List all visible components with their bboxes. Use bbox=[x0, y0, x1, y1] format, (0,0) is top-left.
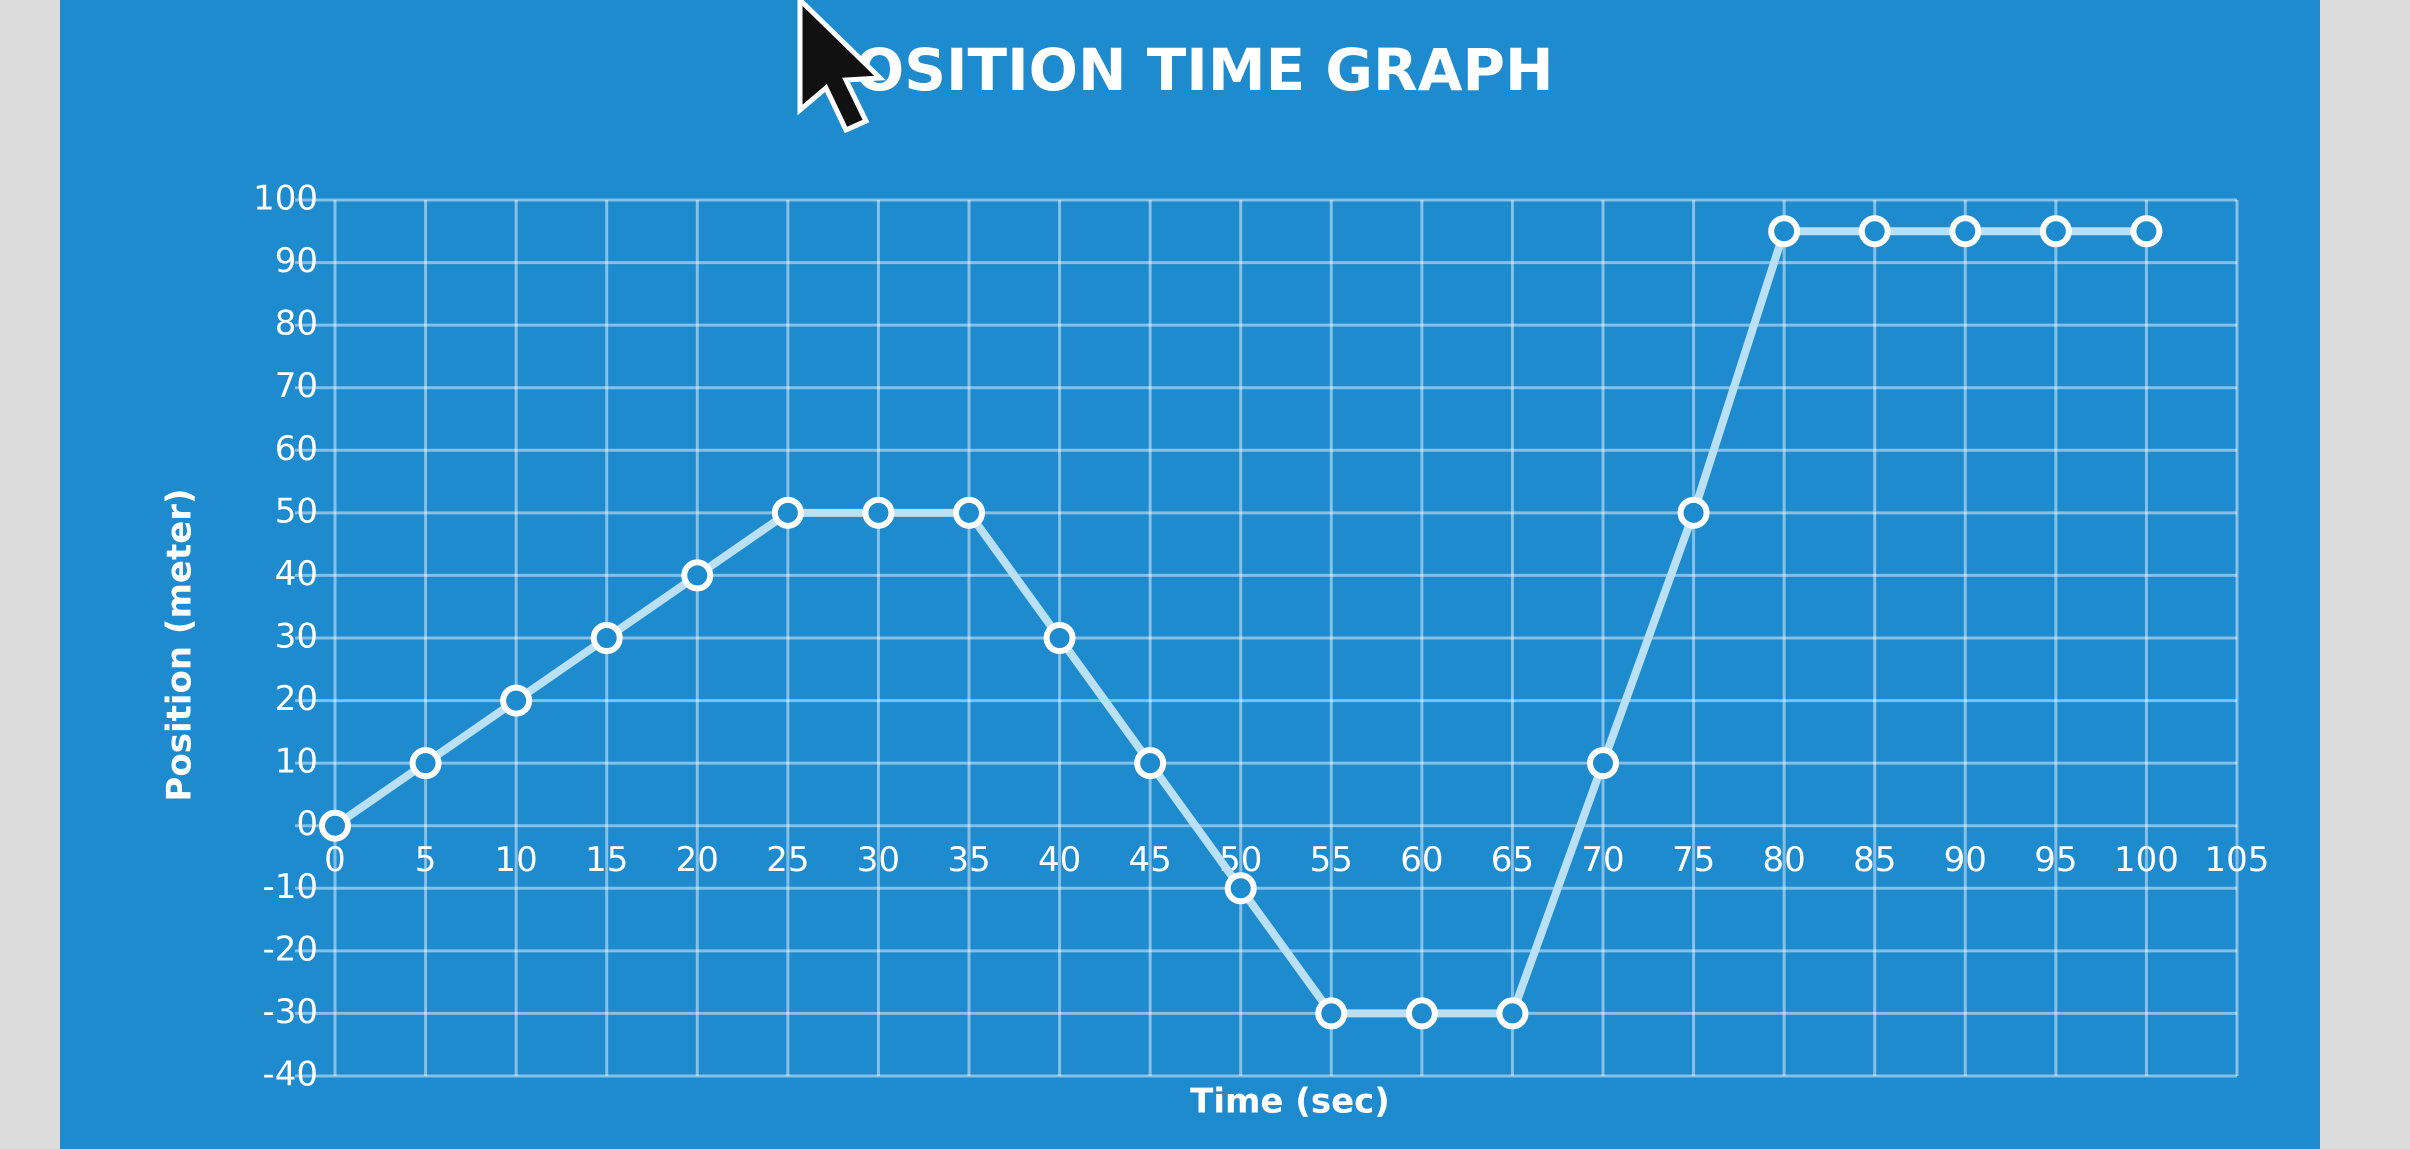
y-tick-label: 10 bbox=[275, 742, 318, 782]
data-point bbox=[1224, 872, 1257, 905]
chart-title: POSITION TIME GRAPH bbox=[812, 36, 1553, 104]
data-point bbox=[1949, 215, 1982, 248]
x-tick-label: 60 bbox=[1400, 840, 1443, 880]
y-tick-label: 30 bbox=[275, 617, 318, 657]
x-tick-label: 90 bbox=[1944, 840, 1987, 880]
data-point bbox=[862, 496, 895, 529]
x-tick-label: 20 bbox=[676, 840, 719, 880]
x-tick-label: 25 bbox=[766, 840, 809, 880]
x-tick-label: 10 bbox=[495, 840, 538, 880]
data-point bbox=[590, 622, 623, 654]
y-tick-label: -10 bbox=[262, 867, 318, 907]
y-axis-label: Position (meter) bbox=[160, 488, 200, 801]
data-point bbox=[681, 559, 714, 592]
data-point bbox=[1768, 215, 1801, 248]
data-point bbox=[1043, 622, 1076, 654]
y-tick-label: 70 bbox=[275, 366, 318, 406]
data-point bbox=[1315, 997, 1348, 1030]
data-point bbox=[1496, 997, 1529, 1030]
x-tick-label: 100 bbox=[2114, 840, 2179, 880]
data-point bbox=[2130, 215, 2163, 248]
x-tick-label: 5 bbox=[415, 840, 437, 880]
x-tick-label: 55 bbox=[1310, 840, 1353, 880]
y-tick-label: 0 bbox=[296, 804, 318, 844]
data-point bbox=[1677, 496, 1710, 529]
chart-panel bbox=[60, 0, 2320, 1149]
data-point bbox=[409, 747, 442, 780]
x-tick-label: 95 bbox=[2034, 840, 2077, 880]
x-tick-label: 85 bbox=[1853, 840, 1896, 880]
data-point bbox=[319, 809, 351, 842]
data-point bbox=[1858, 215, 1891, 248]
y-tick-label: 100 bbox=[253, 179, 318, 219]
x-tick-label: 35 bbox=[947, 840, 990, 880]
y-tick-label: -40 bbox=[262, 1055, 318, 1095]
x-tick-label: 0 bbox=[324, 840, 346, 880]
y-tick-label: 60 bbox=[275, 429, 318, 469]
x-tick-label: 70 bbox=[1581, 840, 1624, 880]
mouse-cursor bbox=[797, 0, 886, 134]
data-point bbox=[953, 496, 985, 529]
x-tick-label: 40 bbox=[1038, 840, 1081, 880]
y-tick-label: 90 bbox=[275, 241, 318, 281]
data-point bbox=[500, 684, 533, 717]
x-tick-label: 65 bbox=[1491, 840, 1534, 880]
x-tick-label: 105 bbox=[2205, 840, 2270, 880]
y-tick-label: 20 bbox=[275, 679, 318, 719]
y-tick-label: 50 bbox=[275, 491, 318, 531]
y-tick-label: -30 bbox=[262, 992, 318, 1032]
x-tick-label: 15 bbox=[585, 840, 628, 880]
data-point bbox=[1587, 747, 1619, 780]
data-point bbox=[1405, 997, 1438, 1030]
y-tick-label: 40 bbox=[275, 554, 318, 594]
y-tick-label: 80 bbox=[275, 304, 318, 344]
x-tick-label: 30 bbox=[857, 840, 900, 880]
data-point bbox=[2039, 215, 2072, 248]
x-axis-label: Time (sec) bbox=[1190, 1082, 1390, 1122]
x-tick-label: 75 bbox=[1672, 840, 1715, 880]
x-tick-label: 80 bbox=[1763, 840, 1806, 880]
data-point bbox=[771, 496, 804, 529]
data-point bbox=[1134, 747, 1167, 780]
x-tick-label: 45 bbox=[1129, 840, 1172, 880]
y-tick-label: -20 bbox=[262, 929, 318, 969]
